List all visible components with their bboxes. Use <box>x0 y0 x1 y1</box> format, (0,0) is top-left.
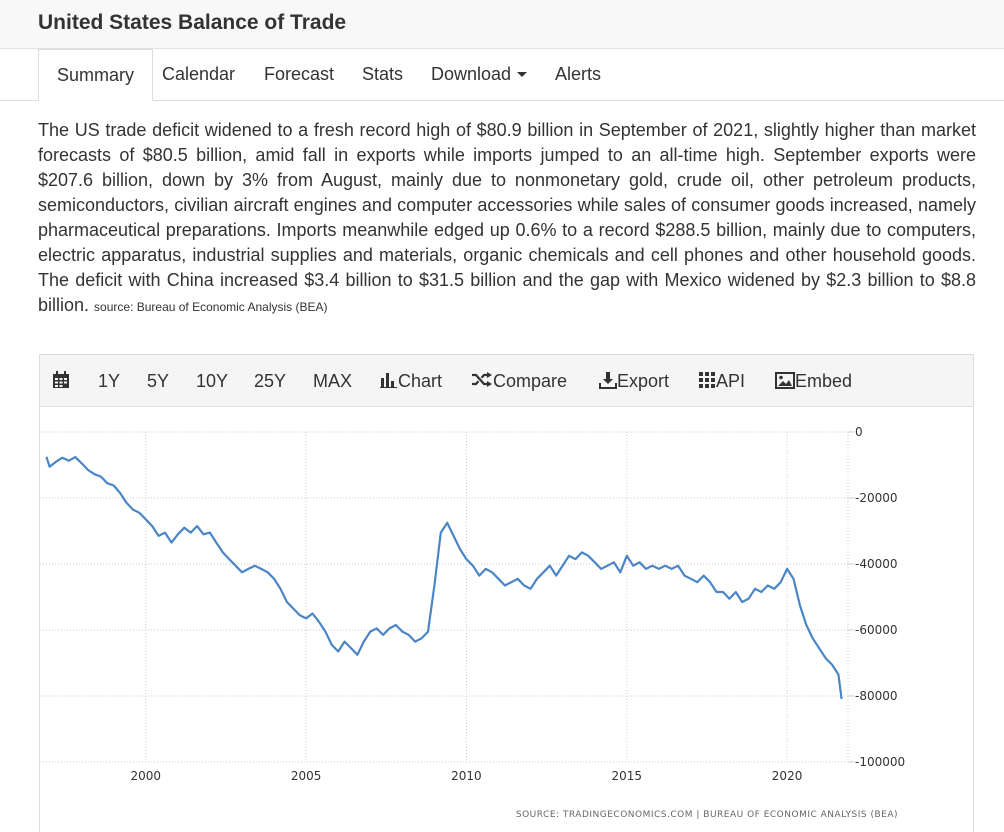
range-25y-button[interactable]: 25Y <box>254 371 287 391</box>
compare-button[interactable]: Compare <box>471 355 567 407</box>
x-tick-label: 2000 <box>131 769 162 783</box>
x-tick-label: 2015 <box>611 769 642 783</box>
export-button[interactable]: Export <box>599 355 669 407</box>
tab-download-label: Download <box>431 64 512 84</box>
download-icon <box>599 372 617 390</box>
api-button-label: API <box>716 371 746 391</box>
chart-source: SOURCE: TRADINGECONOMICS.COM | BUREAU OF… <box>516 810 898 820</box>
summary-text: The US trade deficit widened to a fresh … <box>38 120 976 315</box>
compare-button-label: Compare <box>493 371 568 391</box>
title-bar: United States Balance of Trade <box>0 0 1004 49</box>
chart-toolbar: 1Y 5Y 10Y 25Y MAX Chart Compare Export A… <box>40 355 973 407</box>
tab-alerts[interactable]: Alerts <box>537 49 619 101</box>
embed-button-label: Embed <box>795 371 853 391</box>
summary-source: source: Bureau of Economic Analysis (BEA… <box>94 300 328 314</box>
embed-button[interactable]: Embed <box>775 355 852 407</box>
y-tick-label: 0 <box>855 425 863 439</box>
api-button[interactable]: API <box>698 355 745 407</box>
y-tick-label: -40000 <box>855 557 898 571</box>
range-1y-button[interactable]: 1Y <box>98 371 121 391</box>
caret-down-icon <box>517 71 528 77</box>
range-5y-button[interactable]: 5Y <box>147 371 170 391</box>
y-tick-label: -100000 <box>855 755 905 769</box>
tab-calendar-label: Calendar <box>162 64 236 84</box>
x-tick-label: 2010 <box>451 769 482 783</box>
chart-type-button[interactable]: Chart <box>380 355 442 407</box>
y-tick-label: -80000 <box>855 689 898 703</box>
bar-chart-icon <box>380 373 397 389</box>
balance-of-trade-line <box>45 456 843 700</box>
trade-balance-chart: 0 -20000 -40000 -60000 -80000 -100000 2000 2005… <box>40 425 905 820</box>
tab-forecast[interactable]: Forecast <box>246 49 352 101</box>
chart-panel: 0 -20000 -40000 -60000 -80000 -100000 2000 2005… <box>39 354 974 832</box>
tab-calendar[interactable]: Calendar <box>144 49 253 101</box>
y-tick-label: -60000 <box>855 623 898 637</box>
tab-stats-label: Stats <box>362 64 404 84</box>
image-icon <box>775 371 795 389</box>
page-title: United States Balance of Trade <box>38 11 347 34</box>
x-tick-label: 2020 <box>772 769 803 783</box>
export-button-label: Export <box>617 371 670 391</box>
grid-icon <box>699 372 715 389</box>
nav-tabs: Summary Calendar Forecast Stats Download… <box>0 49 1004 101</box>
tab-summary-label: Summary <box>57 65 135 85</box>
range-10y-button[interactable]: 10Y <box>196 371 229 391</box>
tab-forecast-label: Forecast <box>264 64 335 84</box>
tab-alerts-label: Alerts <box>555 64 602 84</box>
calendar-icon[interactable] <box>52 355 70 407</box>
tab-download[interactable]: Download <box>413 49 545 101</box>
chart-button-label: Chart <box>398 371 443 391</box>
shuffle-icon <box>472 372 492 388</box>
tab-stats[interactable]: Stats <box>344 49 421 101</box>
x-tick-label: 2005 <box>291 769 322 783</box>
summary-paragraph: The US trade deficit widened to a fresh … <box>38 118 976 320</box>
range-max-button[interactable]: MAX <box>313 371 353 391</box>
tab-summary[interactable]: Summary <box>38 49 154 101</box>
y-tick-label: -20000 <box>855 491 898 505</box>
